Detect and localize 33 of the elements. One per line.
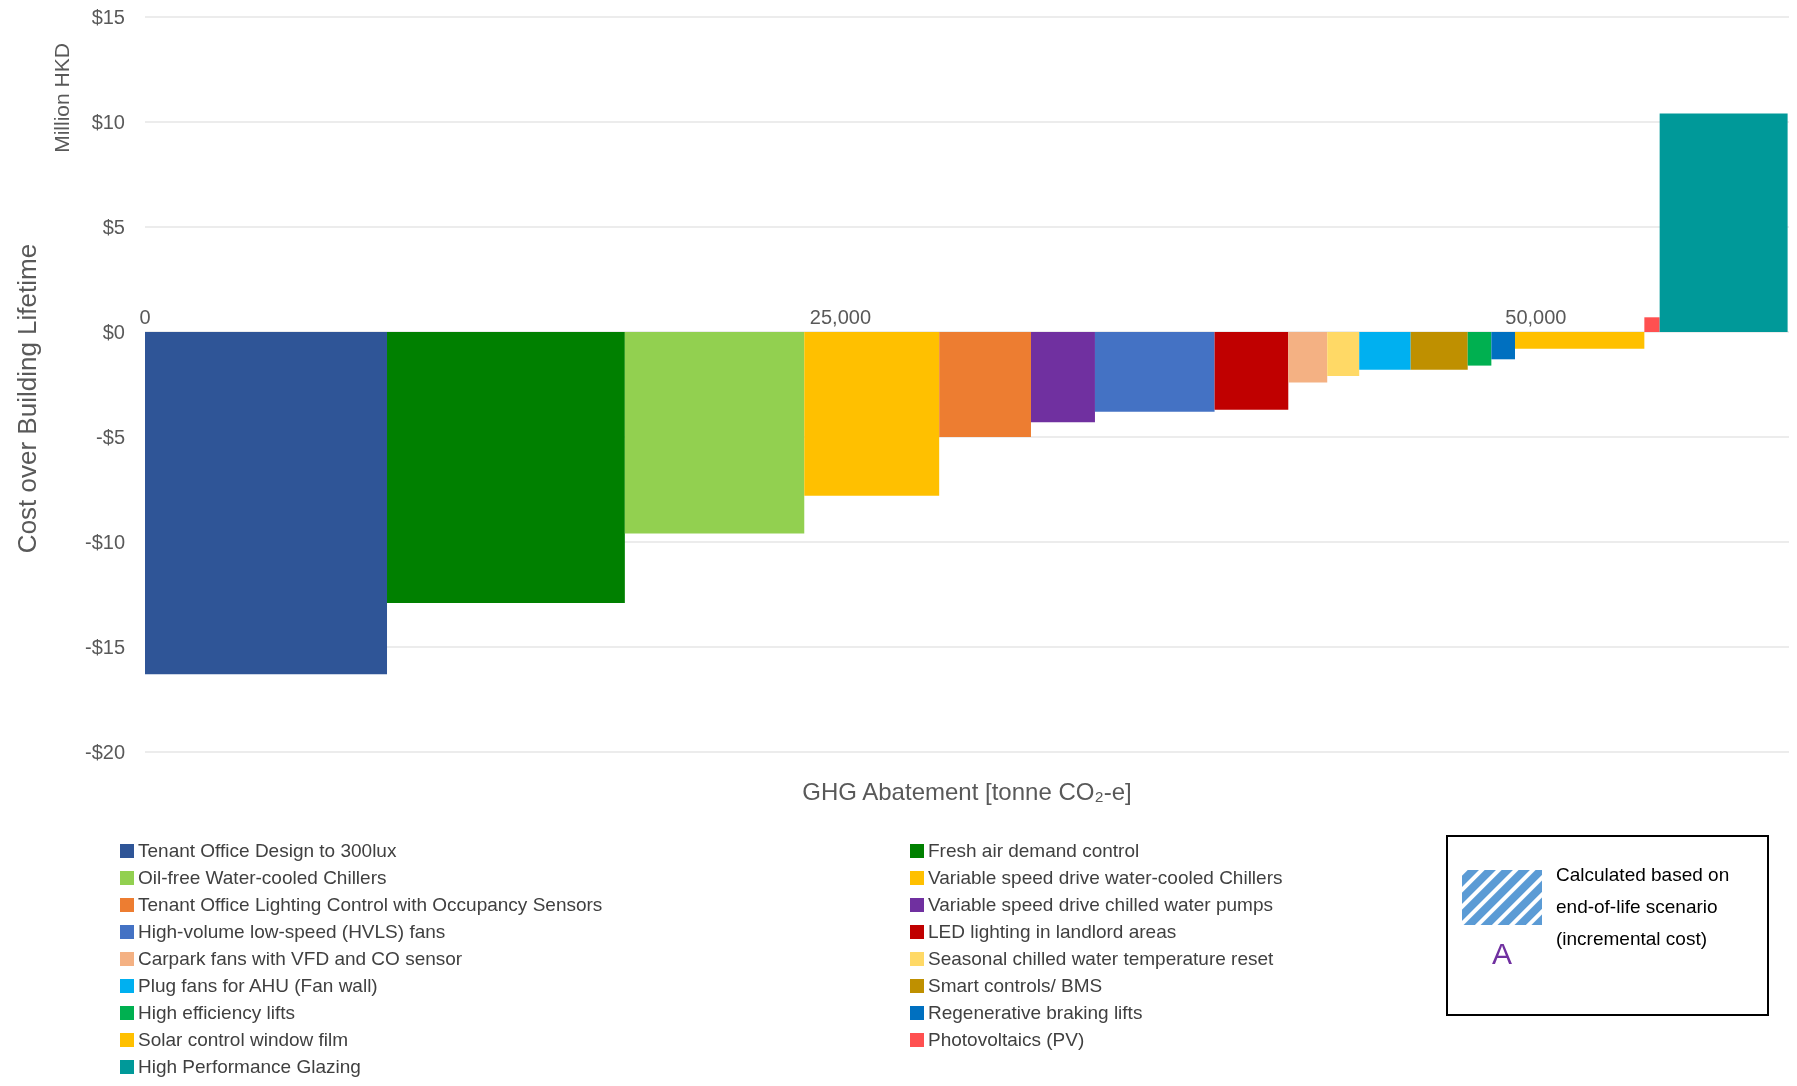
legend-label: Tenant Office Design to 300lux	[137, 840, 398, 862]
legend-label: Carpark fans with VFD and CO sensor	[137, 948, 464, 970]
x-axis-title: GHG Abatement [tonne CO₂-e]	[802, 778, 1132, 805]
x-tick-label: 50,000	[1505, 306, 1567, 328]
legend-label: Tenant Office Lighting Control with Occupancy Sensors	[137, 894, 604, 916]
legend-label: Oil-free Water-cooled Chillers	[137, 867, 388, 889]
y-axis-title: Cost over Building Lifetime	[12, 243, 44, 553]
legend-label: High efficiency lifts	[137, 1002, 296, 1024]
x-tick-label: 25,000	[809, 306, 872, 328]
y-tick-label: -$15	[84, 636, 125, 659]
y-tick-label: -$20	[84, 741, 125, 764]
legend-label: Plug fans for AHU (Fan wall)	[137, 975, 379, 997]
y-tick-label: -$5	[96, 426, 125, 449]
legend-label: Variable speed drive water-cooled Chillers	[927, 867, 1284, 889]
legend-label: Smart controls/ BMS	[927, 975, 1104, 997]
text: Million HKD	[50, 43, 74, 153]
text: Calculated based on end-of-life scenario (incremental cost)	[1556, 863, 1731, 951]
legend-label: Regenerative braking lifts	[927, 1002, 1144, 1024]
legend-label: Photovoltaics (PV)	[927, 1029, 1086, 1051]
y-tick-label: $15	[91, 6, 125, 29]
legend-label: Seasonal chilled water temperature reset	[927, 948, 1275, 970]
y-tick-label: $0	[102, 321, 125, 344]
y-tick-label: -$10	[84, 531, 125, 554]
legend-label: Solar control window film	[137, 1029, 350, 1051]
legend-label: High Performance Glazing	[137, 1056, 362, 1078]
text: A	[1491, 937, 1513, 971]
legend-label: LED lighting in landlord areas	[927, 921, 1178, 943]
y-tick-label: $5	[102, 216, 125, 239]
legend-label: Variable speed drive chilled water pumps	[927, 894, 1274, 916]
legend-label: High-volume low-speed (HVLS) fans	[137, 921, 447, 943]
legend-label: Fresh air demand control	[927, 840, 1141, 862]
y-tick-label: $10	[91, 111, 125, 134]
x-tick-label: 0	[139, 306, 151, 328]
